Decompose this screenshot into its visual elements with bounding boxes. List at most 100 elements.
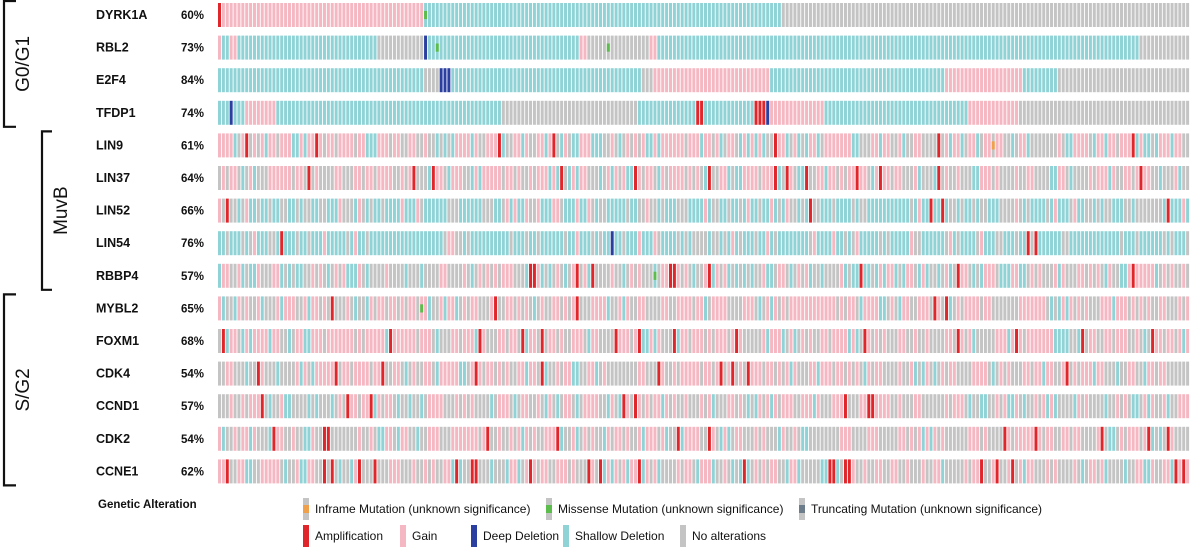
cell-shallow (750, 100, 754, 125)
cell-gain (532, 361, 536, 386)
cell-none (602, 394, 606, 419)
cell-shallow (863, 68, 867, 93)
cell-none (536, 329, 540, 353)
cell-none (560, 198, 564, 223)
cell-gain (1065, 426, 1069, 451)
cell-none (828, 263, 832, 288)
cell-gain (567, 394, 571, 419)
cell-none (1022, 100, 1026, 125)
cell-shallow (287, 394, 291, 419)
cell-shallow (462, 3, 466, 27)
cell-none (1162, 68, 1166, 93)
cell-shallow (462, 231, 466, 256)
cell-gain (396, 361, 400, 386)
cell-none (1127, 3, 1131, 27)
cell-gain (711, 68, 715, 93)
cell-shallow (486, 231, 490, 256)
cell-gain (684, 68, 688, 93)
cell-shallow (1053, 394, 1057, 419)
legend-item-gain: Gain (400, 525, 437, 547)
cell-none (948, 459, 952, 484)
cell-none (851, 198, 855, 223)
cell-shallow (486, 68, 490, 93)
cell-shallow (587, 263, 591, 288)
cell-amp (478, 329, 482, 353)
cell-shallow (855, 263, 859, 288)
cell-shallow (1046, 231, 1050, 256)
cell-shallow (494, 68, 498, 93)
cell-gain (431, 394, 435, 419)
cell-none (1003, 133, 1007, 158)
cell-shallow (921, 100, 925, 125)
cell-shallow (672, 198, 676, 223)
cell-gain (777, 133, 781, 158)
cell-shallow (322, 68, 326, 93)
cell-none (828, 329, 832, 353)
cell-shallow (777, 3, 781, 27)
cell-gain (326, 361, 330, 386)
legend-swatch-shallow_deletion (563, 525, 569, 547)
cell-shallow (676, 3, 680, 27)
cell-none (968, 3, 972, 27)
cell-none (287, 459, 291, 484)
cell-amp (672, 329, 676, 353)
cell-none (1182, 68, 1186, 93)
cell-none (630, 394, 634, 419)
cell-none (1139, 3, 1143, 27)
cell-amp (599, 459, 603, 484)
cell-gain (680, 296, 684, 321)
cell-shallow (587, 329, 591, 353)
alteration-frequency-cdk2: 54% (181, 434, 204, 446)
cell-gain (1151, 394, 1155, 419)
cell-gain (777, 329, 781, 353)
cell-gain (980, 166, 984, 190)
cell-none (863, 3, 867, 27)
cell-none (948, 394, 952, 419)
cell-shallow (867, 198, 871, 223)
cell-none (1085, 100, 1089, 125)
cell-shallow (1096, 231, 1100, 256)
gene-label-lin52: LIN52 (96, 204, 130, 218)
cell-gain (579, 35, 583, 60)
cell-shallow (1104, 231, 1108, 256)
cell-shallow (1158, 231, 1162, 256)
cell-none (622, 35, 626, 60)
cell-none (746, 329, 750, 353)
cell-shallow (832, 35, 836, 60)
cell-gain (264, 459, 268, 484)
cell-shallow (260, 35, 264, 60)
cell-none (249, 231, 253, 256)
cell-none (501, 100, 505, 125)
cell-gain (766, 166, 770, 190)
cell-shallow (396, 231, 400, 256)
cell-shallow (793, 35, 797, 60)
cell-shallow (400, 231, 404, 256)
cell-gain (1038, 361, 1042, 386)
cell-none (704, 426, 707, 451)
cell-none (587, 296, 591, 321)
cell-shallow (1034, 198, 1038, 223)
cell-none (1061, 394, 1065, 419)
cell-none (1011, 3, 1015, 27)
cell-shallow (1178, 166, 1182, 190)
cell-shallow (389, 68, 393, 93)
cell-none (614, 296, 618, 321)
cell-shallow (276, 35, 280, 60)
cell-gain (1015, 68, 1019, 93)
cell-none (482, 394, 486, 419)
cell-shallow (505, 35, 509, 60)
cell-gain (311, 459, 315, 484)
cell-none (634, 296, 638, 321)
cell-gain (369, 166, 373, 190)
cell-none (583, 361, 587, 386)
cell-none (361, 198, 365, 223)
cell-gain (1011, 68, 1015, 93)
cell-shallow (692, 35, 696, 60)
cell-none (459, 231, 463, 256)
cell-none (902, 3, 906, 27)
cell-none (404, 394, 408, 419)
cell-shallow (618, 68, 622, 93)
cell-none (785, 329, 789, 353)
legend-label: Truncating Mutation (unknown significanc… (811, 502, 1042, 516)
cell-shallow (303, 426, 307, 451)
